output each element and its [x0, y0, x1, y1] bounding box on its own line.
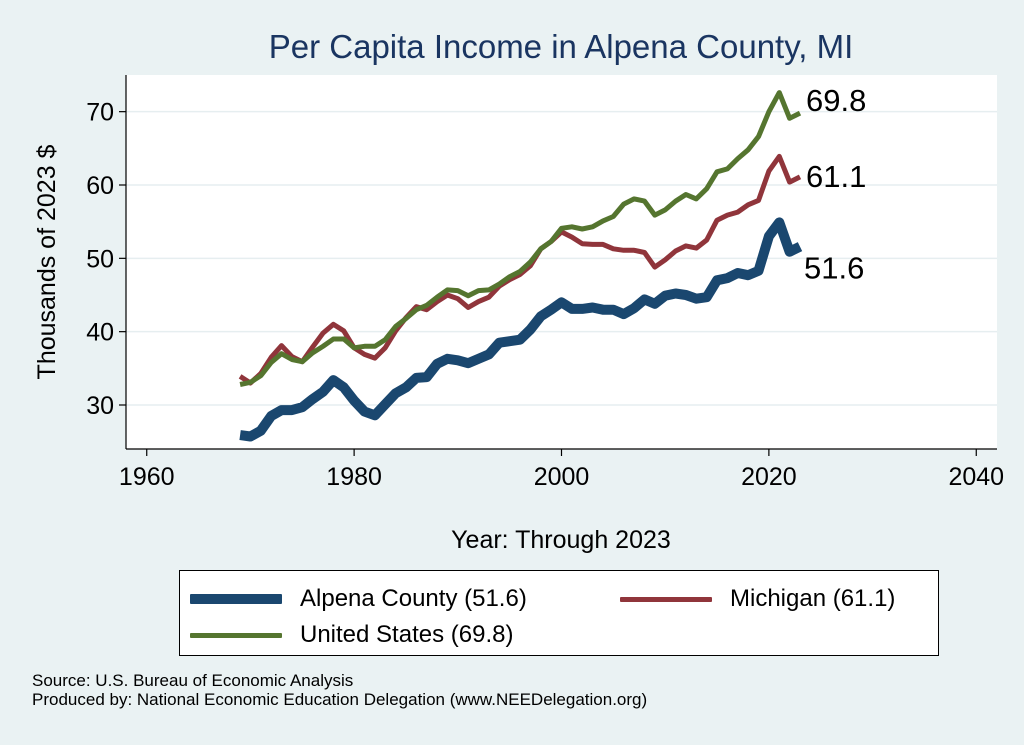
gridlines — [126, 110, 997, 406]
y-axis-label: Thousands of 2023 $ — [33, 144, 61, 379]
series-line-0 — [239, 217, 803, 442]
x-tick-label: 2040 — [948, 463, 1004, 491]
x-axis-label: Year: Through 2023 — [451, 526, 671, 554]
producer-line: Produced by: National Economic Education… — [32, 690, 648, 709]
y-tick-label: 40 — [86, 319, 114, 347]
y-tick-label: 70 — [86, 99, 114, 127]
series-line-1 — [238, 153, 802, 386]
legend-item-us: United States (69.8) — [190, 621, 513, 649]
legend-item-alpena: Alpena County (51.6) — [190, 585, 527, 613]
x-tick-label: 1960 — [119, 463, 175, 491]
y-tick-label: 60 — [86, 172, 114, 200]
axes: 30 40 50 60 70 1960 1980 2000 2020 2040 — [86, 75, 1004, 491]
x-tick-label: 2000 — [534, 463, 590, 491]
end-label-1: 61.1 — [806, 159, 866, 194]
x-tick-label: 1980 — [326, 463, 382, 491]
end-labels: 51.6 61.1 69.8 — [804, 83, 866, 285]
legend-swatch-alpena — [190, 594, 282, 604]
source-line: Source: U.S. Bureau of Economic Analysis — [32, 671, 354, 690]
legend: Alpena County (51.6) Michigan (61.1) Uni… — [179, 570, 939, 656]
plot-area — [126, 75, 997, 449]
legend-item-michigan: Michigan (61.1) — [620, 585, 895, 613]
series-lines — [238, 90, 803, 442]
legend-label-us: United States (69.8) — [300, 621, 514, 648]
x-tick-label: 2020 — [741, 463, 797, 491]
legend-swatch-michigan — [620, 596, 712, 602]
legend-label-alpena: Alpena County (51.6) — [300, 585, 527, 612]
series-line-2 — [239, 90, 802, 387]
y-tick-label: 50 — [86, 245, 114, 273]
legend-swatch-us — [190, 632, 282, 638]
chart-title: Per Capita Income in Alpena County, MI — [269, 28, 854, 65]
y-tick-label: 30 — [86, 392, 114, 420]
source-note: Source: U.S. Bureau of Economic Analysis… — [32, 671, 647, 709]
income-chart: 30 40 50 60 70 1960 1980 2000 2020 2040 51.6 61.1 6… — [33, 28, 1004, 554]
end-label-0: 51.6 — [804, 251, 864, 286]
legend-label-michigan: Michigan (61.1) — [730, 585, 896, 612]
end-label-2: 69.8 — [806, 83, 866, 118]
